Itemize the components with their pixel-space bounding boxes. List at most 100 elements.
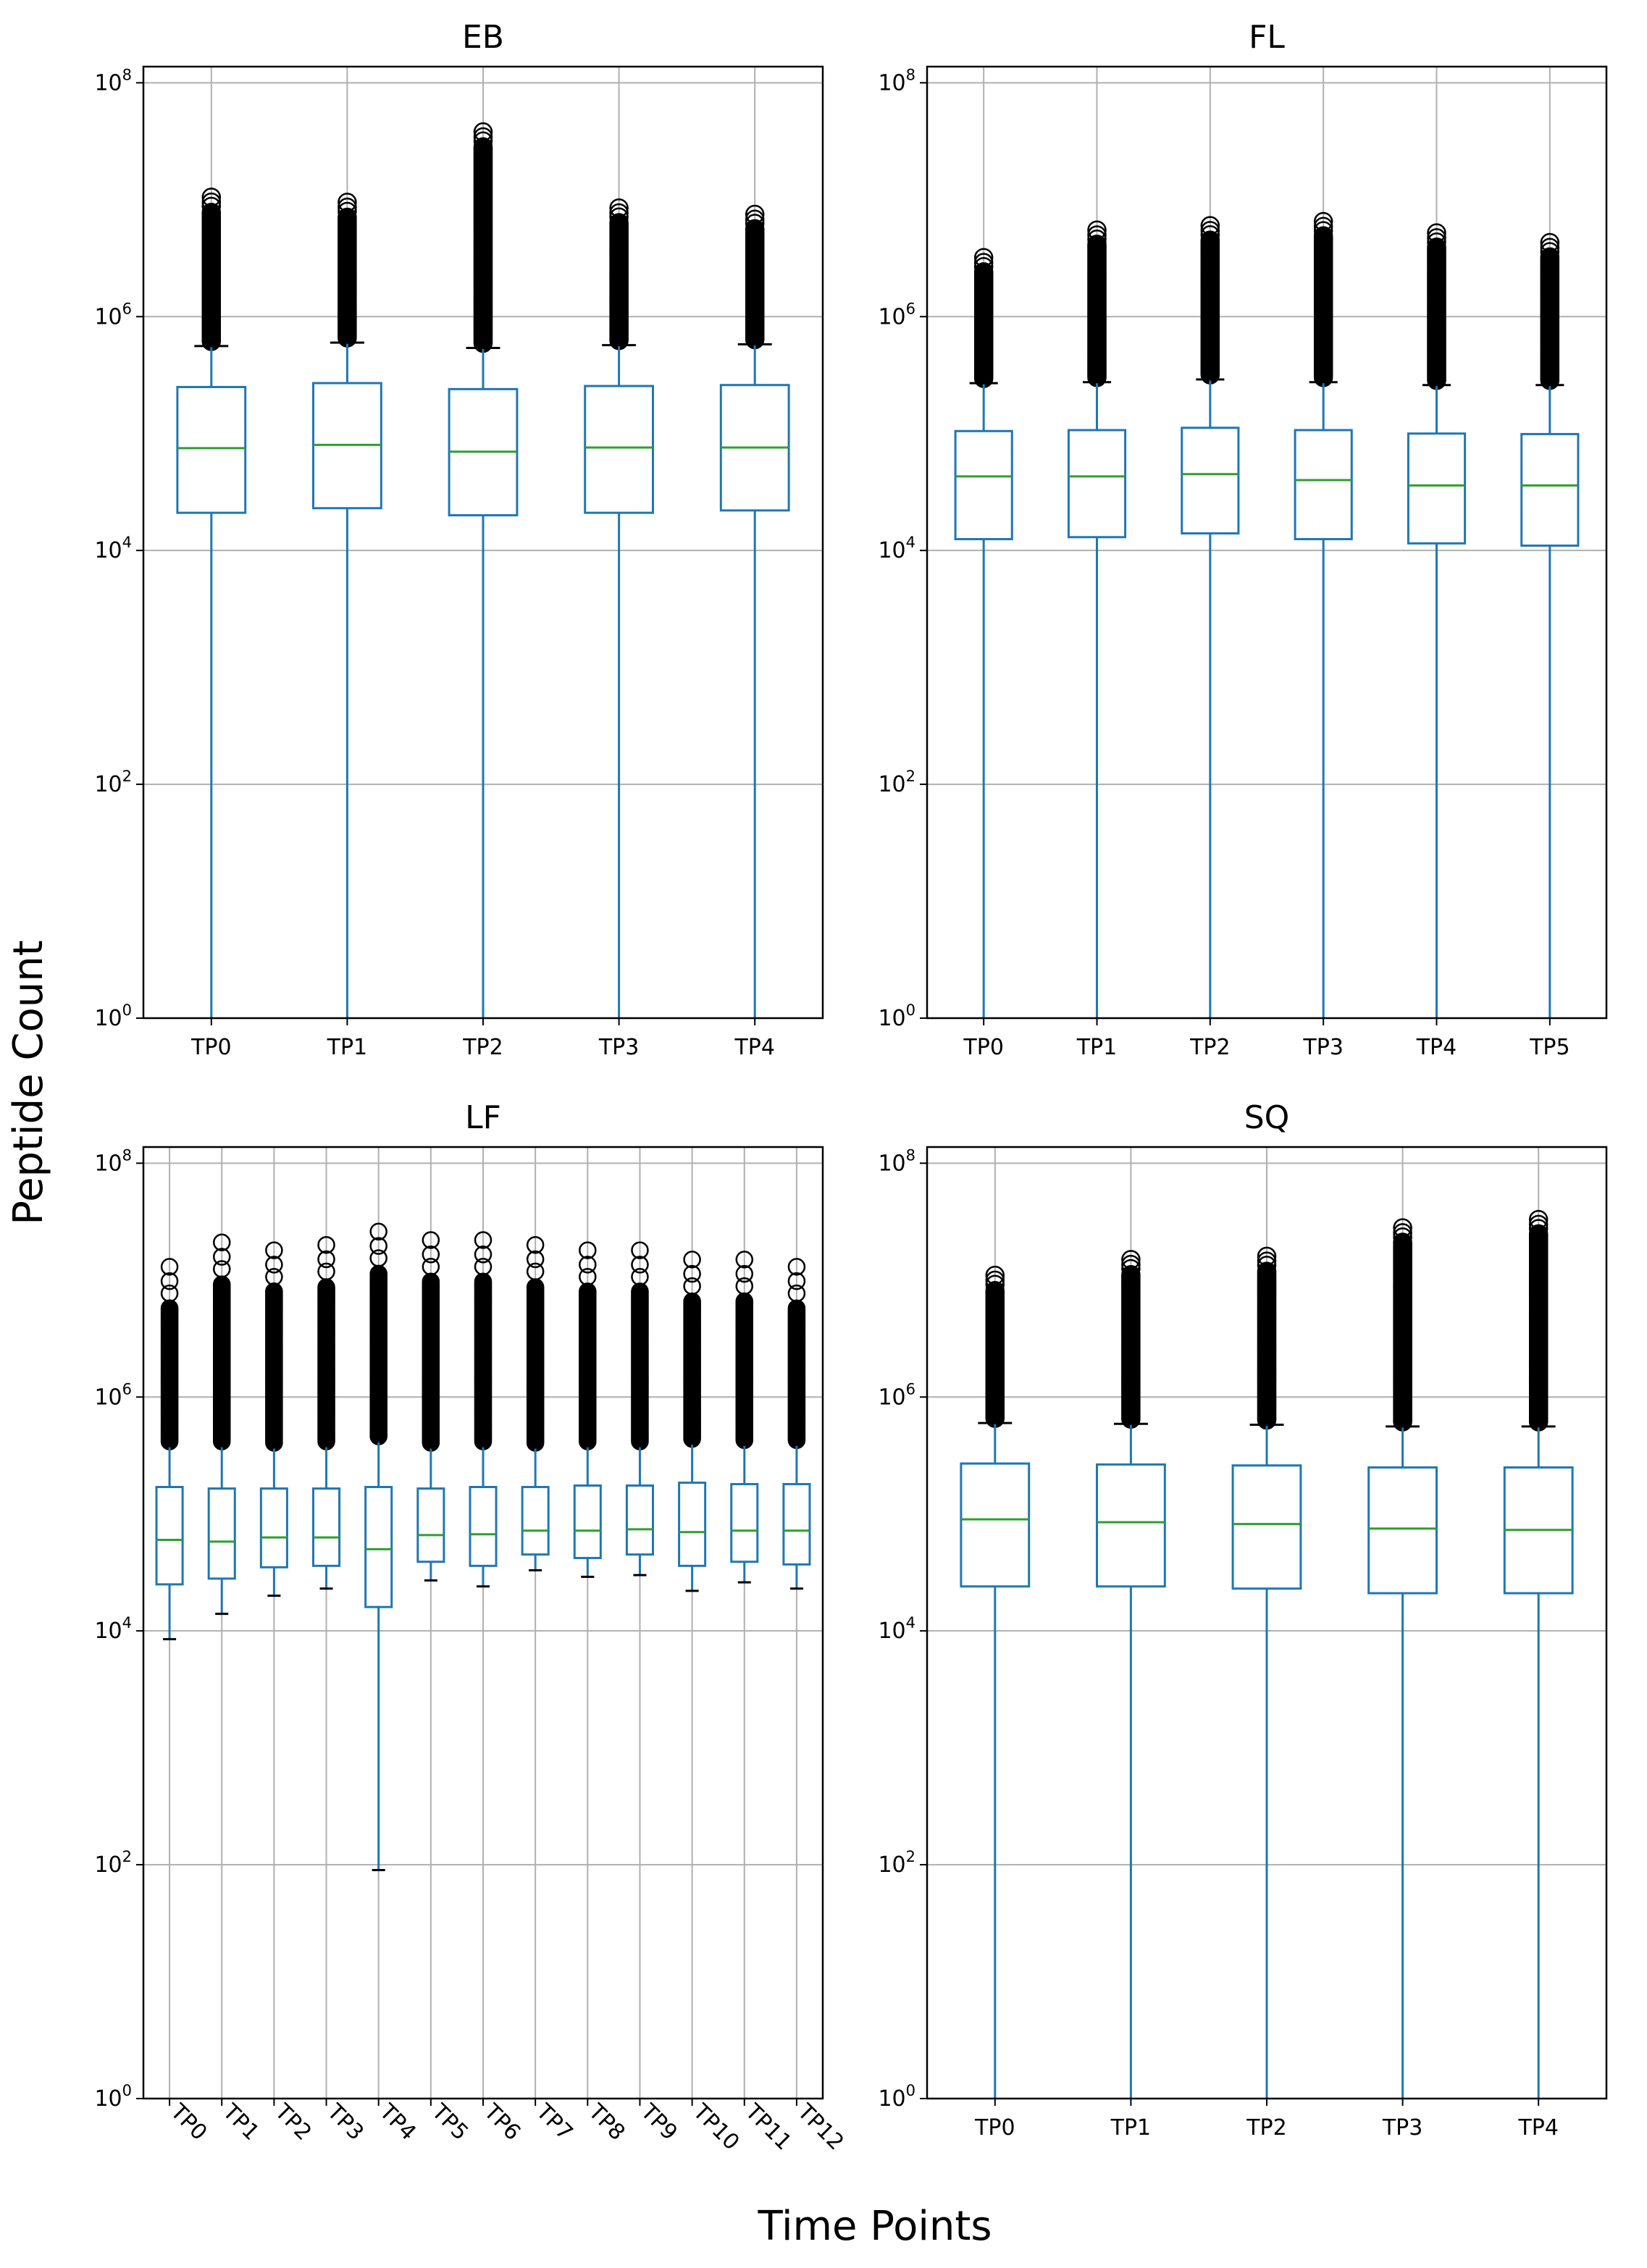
outlier-max-point <box>201 188 222 207</box>
ytick-exponent: 2 <box>906 768 915 785</box>
ytick-exponent: 0 <box>122 2082 132 2099</box>
outlier-point <box>579 1268 597 1286</box>
ytick-label: 102 <box>878 768 915 797</box>
outlier-max-point <box>1427 223 1446 243</box>
box-tp2 <box>448 122 519 1018</box>
xtick-label: TP3 <box>598 1035 640 1060</box>
iqr-box <box>584 385 655 514</box>
ytick-exponent: 8 <box>906 66 915 83</box>
xtick-label: TP0 <box>963 1035 1004 1060</box>
outlier-point <box>579 1282 597 1301</box>
xtick-label: TP5 <box>1529 1035 1570 1060</box>
box-tp2 <box>1231 1246 1302 2099</box>
subplot-title-eb: EB <box>462 19 504 56</box>
outlier-point <box>631 1256 649 1274</box>
ytick-base: 10 <box>94 2086 122 2112</box>
box-tp1 <box>1096 1250 1166 2099</box>
outlier-point <box>160 1272 179 1290</box>
outlier-point <box>1528 1224 1548 1244</box>
outlier-point <box>1540 238 1560 258</box>
outlier-point <box>973 253 994 272</box>
outlier-max-point <box>1528 1209 1548 1230</box>
outlier-point <box>1528 1219 1548 1238</box>
outlier-point <box>745 214 765 233</box>
box-tp7 <box>521 1235 550 1571</box>
outlier-point <box>985 1270 1005 1290</box>
outlier-point <box>735 1277 754 1295</box>
outlier-point <box>473 127 493 147</box>
ytick-base: 10 <box>94 1852 122 1878</box>
outlier-point <box>1393 1223 1412 1243</box>
box-tp1 <box>1067 220 1127 1018</box>
outlier-point <box>369 1249 387 1267</box>
ytick-base: 10 <box>878 70 905 96</box>
iqr-box <box>730 1482 759 1563</box>
ytick-label: 106 <box>94 1380 132 1410</box>
ytick-exponent: 0 <box>906 2082 915 2099</box>
ytick-label: 102 <box>94 768 132 797</box>
iqr-box <box>954 429 1013 541</box>
xtick-label: TP4 <box>1517 2115 1559 2141</box>
outlier-max-point <box>735 1251 754 1269</box>
outlier-point <box>526 1250 545 1269</box>
outlier-point <box>1087 225 1107 245</box>
ytick-label: 104 <box>878 534 915 563</box>
ytick-base: 10 <box>878 1006 905 1031</box>
outlier-point <box>1528 1214 1548 1235</box>
outlier-point <box>265 1282 283 1301</box>
outlier-max-point <box>1200 216 1220 235</box>
iqr-box <box>207 1487 236 1580</box>
ytick-label: 106 <box>94 300 132 329</box>
iqr-box <box>1520 432 1580 547</box>
outlier-point <box>369 1237 387 1255</box>
ytick-label: 102 <box>878 1848 915 1878</box>
outlier-point <box>609 203 629 223</box>
outlier-max-point <box>1121 1250 1141 1269</box>
ytick-base: 10 <box>878 772 905 797</box>
iqr-box <box>416 1487 445 1563</box>
ytick-exponent: 6 <box>906 1380 915 1398</box>
ytick-base: 10 <box>878 2086 905 2112</box>
outlier-point <box>474 1246 493 1264</box>
box-tp0 <box>954 248 1013 1018</box>
outlier-point <box>474 1257 493 1276</box>
ytick-base: 10 <box>94 1006 122 1031</box>
box-tp4 <box>719 204 790 1018</box>
box-tp0 <box>960 1265 1031 2099</box>
outlier-point <box>1540 247 1560 267</box>
outlier-point <box>212 1260 231 1278</box>
outlier-point <box>1087 230 1107 249</box>
outlier-max-point <box>579 1241 597 1259</box>
ytick-label: 106 <box>878 1380 915 1410</box>
xtick-label: TP2 <box>462 1035 503 1060</box>
outlier-point <box>473 137 493 157</box>
outlier-point <box>1313 217 1333 237</box>
outlier-max-point <box>369 1222 387 1241</box>
ytick-exponent: 4 <box>906 534 915 551</box>
outlier-point <box>1200 224 1220 245</box>
ytick-base: 10 <box>94 772 122 797</box>
iqr-box <box>1407 432 1467 545</box>
iqr-box <box>1231 1464 1302 1590</box>
subplot-title-sq: SQ <box>1244 1099 1290 1136</box>
outlier-point <box>338 197 357 217</box>
box-tp5 <box>1520 232 1580 1018</box>
outlier-max-point <box>317 1235 335 1254</box>
xtick-label: TP4 <box>734 1035 775 1060</box>
box-tp10 <box>678 1251 707 1592</box>
outlier-max-point <box>338 193 357 212</box>
iqr-box <box>1294 429 1353 541</box>
outlier-point <box>1257 1256 1277 1275</box>
outlier-point <box>1313 226 1333 245</box>
xtick-label: TP1 <box>1076 1035 1118 1060</box>
ytick-base: 10 <box>94 538 122 563</box>
outlier-point <box>683 1264 701 1283</box>
box-tp3 <box>312 1235 341 1590</box>
box-tp12 <box>782 1258 811 1590</box>
outlier-point <box>1121 1259 1141 1279</box>
ytick-base: 10 <box>94 1618 122 1644</box>
outlier-point <box>1313 221 1333 240</box>
box-tp9 <box>625 1241 655 1576</box>
box-tp2 <box>259 1241 288 1597</box>
ytick-exponent: 8 <box>122 66 132 83</box>
